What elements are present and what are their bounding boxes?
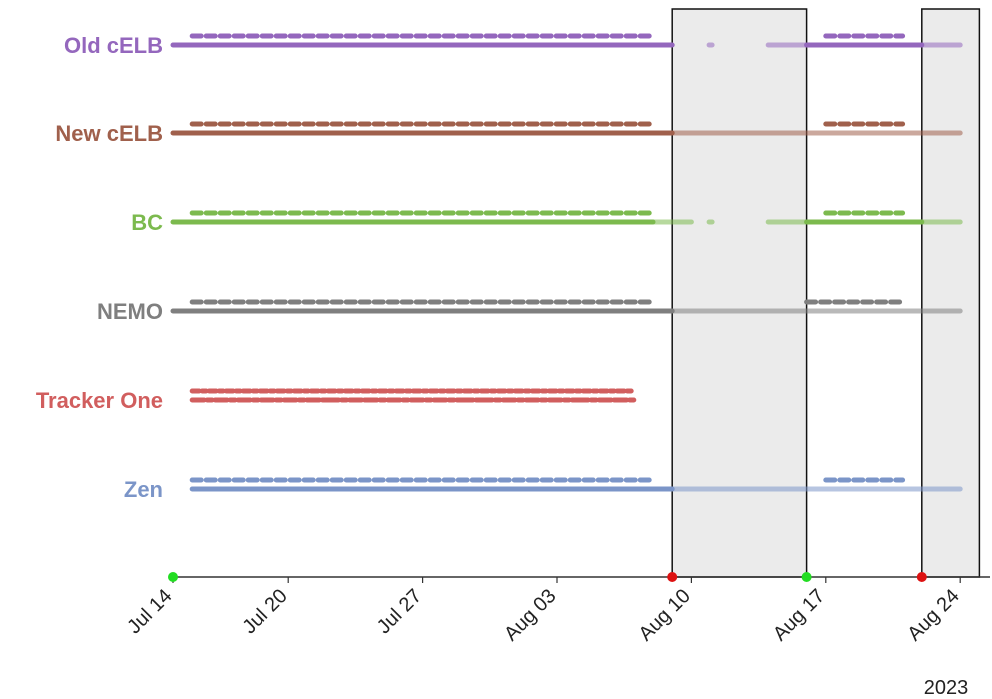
series-labels: Old cELB New cELB BC NEMO Tracker One Zen bbox=[36, 33, 163, 502]
series-label-new-celb: New cELB bbox=[55, 121, 163, 146]
tick-label-6: Aug 17 bbox=[769, 585, 829, 645]
year-label: 2023 bbox=[924, 677, 969, 699]
series-bc bbox=[170, 210, 963, 225]
tick-label-4: Aug 03 bbox=[500, 585, 560, 645]
series-label-zen: Zen bbox=[124, 477, 163, 502]
series-nemo bbox=[170, 299, 963, 314]
x-axis-ticks: Jul 14 Jul 20 Jul 27 Aug 03 Aug 10 Aug 17 Aug … bbox=[123, 577, 964, 645]
tick-label-7: Aug 24 bbox=[903, 585, 963, 645]
tick-label-5: Aug 10 bbox=[635, 585, 695, 645]
shaded-regions bbox=[671, 8, 981, 578]
series-zen bbox=[189, 477, 963, 492]
series-label-tracker-one: Tracker One bbox=[36, 388, 163, 413]
tick-label-1: Jul 14 bbox=[123, 585, 176, 638]
axis-marker-3 bbox=[801, 572, 812, 582]
tick-label-3: Jul 27 bbox=[373, 585, 426, 638]
series-label-nemo: NEMO bbox=[97, 299, 163, 324]
axis-marker-2 bbox=[667, 572, 678, 582]
shaded-region-1 bbox=[671, 8, 808, 578]
shaded-region-2 bbox=[921, 8, 981, 578]
series-new-celb bbox=[170, 121, 963, 136]
axis-marker-1 bbox=[168, 572, 178, 582]
series-label-bc: BC bbox=[131, 210, 163, 235]
axis-marker-4 bbox=[916, 572, 927, 582]
series-group bbox=[170, 33, 963, 492]
tick-label-2: Jul 20 bbox=[238, 585, 291, 638]
series-old-celb bbox=[170, 33, 963, 48]
axis-markers bbox=[168, 572, 927, 582]
series-tracker-one bbox=[189, 388, 637, 403]
series-label-old-celb: Old cELB bbox=[64, 33, 163, 58]
